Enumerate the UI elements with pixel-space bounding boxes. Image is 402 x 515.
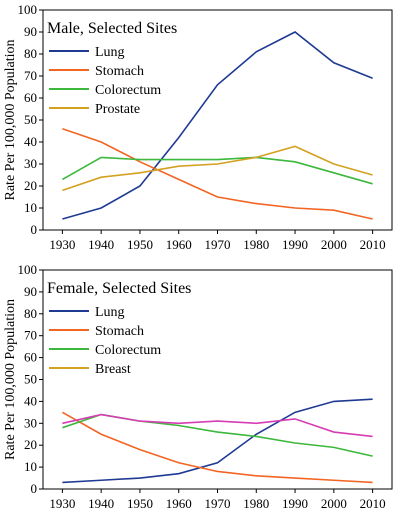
y-tick-label: 40 (24, 393, 37, 408)
y-tick-label: 40 (24, 134, 37, 149)
series-line-colorectum (61, 156, 373, 185)
x-tick-label: 2010 (360, 237, 386, 252)
y-tick-label: 0 (31, 222, 38, 237)
series-line-lung (62, 31, 373, 220)
x-tick-label: 1930 (49, 237, 75, 252)
y-tick-label: 20 (24, 437, 37, 452)
y-tick-label: 20 (24, 178, 37, 193)
chart-panel-female: 0 10 20 30 40 50 60 70 80 90 100 1930 1940 1950 1960 19… (3, 262, 393, 511)
x-tick-label: 1960 (166, 237, 192, 252)
y-tick-label: 0 (31, 481, 38, 496)
x-tick-label: 1990 (282, 237, 308, 252)
legend-label: Prostate (95, 102, 140, 117)
y-tick-label: 70 (24, 68, 37, 83)
chart-title: Male, Selected Sites (47, 20, 177, 37)
y-tick-label: 30 (24, 156, 37, 171)
x-tick-label: 1970 (205, 237, 231, 252)
x-tick-label: 2000 (321, 237, 347, 252)
x-tick-label: 1990 (282, 496, 308, 511)
x-tick-label: 1950 (127, 496, 153, 511)
y-tick-label: 70 (24, 328, 37, 343)
x-tick-label: 1980 (243, 237, 269, 252)
legend-label: Colorectum (95, 343, 161, 358)
x-tick-label: 1960 (166, 496, 192, 511)
series-line-stomach (61, 411, 373, 484)
y-tick-label: 90 (24, 24, 37, 39)
y-tick-label: 60 (24, 90, 37, 105)
y-tick-label: 60 (24, 350, 37, 365)
y-tick-label: 10 (24, 459, 37, 474)
y-tick-label: 30 (24, 415, 37, 430)
y-axis-label: Rate Per 100,000 Population (3, 299, 18, 460)
x-tick-label: 2010 (360, 496, 386, 511)
x-tick-label: 1950 (127, 237, 153, 252)
legend-label: Breast (95, 362, 131, 377)
y-axis-label: Rate Per 100,000 Population (3, 40, 18, 201)
series-line-lung (62, 398, 373, 484)
x-tick-label: 2000 (321, 496, 347, 511)
y-tick-label: 50 (24, 372, 37, 387)
y-tick-label: 90 (24, 284, 37, 299)
x-tick-label: 1930 (49, 496, 75, 511)
y-tick-label: 80 (24, 46, 37, 61)
chart-panel-male: 0 10 20 30 40 50 60 70 80 90 100 1930 1940 1950 1960 19… (3, 2, 393, 252)
y-tick-label: 80 (24, 306, 37, 321)
y-tick-label: 50 (24, 112, 37, 127)
y-tick-label: 100 (18, 262, 38, 277)
x-tick-label: 1970 (205, 496, 231, 511)
x-tick-label: 1940 (88, 237, 114, 252)
x-tick-label: 1980 (243, 496, 269, 511)
series-line-stomach (62, 128, 373, 220)
legend-label: Stomach (95, 64, 144, 79)
plot-frame (42, 269, 393, 490)
y-tick-label: 10 (24, 200, 37, 215)
legend-label: Lung (95, 45, 125, 60)
series-line-prostate (62, 145, 373, 192)
x-tick-label: 1940 (88, 496, 114, 511)
y-tick-label: 100 (18, 2, 38, 17)
series-line-unlabeled (62, 413, 373, 438)
legend-label: Lung (95, 305, 125, 320)
legend-label: Stomach (95, 324, 144, 339)
chart-title: Female, Selected Sites (47, 280, 191, 297)
legend-label: Colorectum (95, 83, 161, 98)
